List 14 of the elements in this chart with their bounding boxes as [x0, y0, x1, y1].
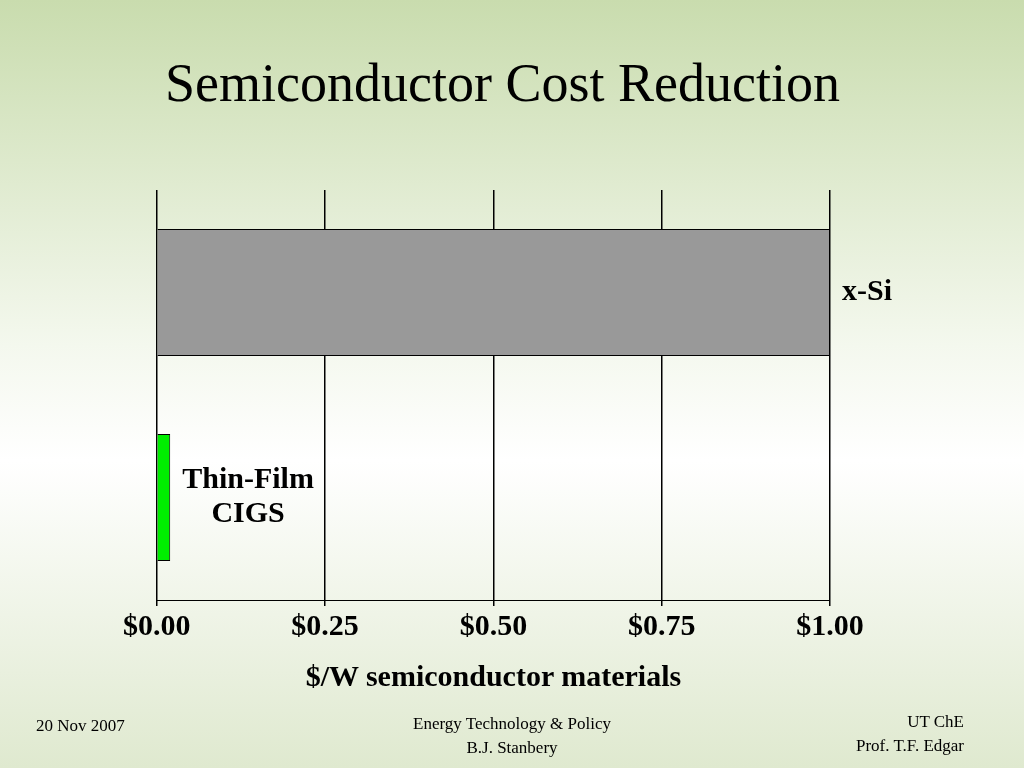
- x-tick-label: $0.00: [123, 607, 191, 641]
- y-tick-label: x-Si: [842, 273, 893, 307]
- x-tick-label: $0.25: [291, 607, 359, 641]
- text: B.J. Stanbery: [465, 737, 559, 759]
- text: UT ChE: [906, 711, 964, 733]
- chart-title: Semiconductor Cost Reduction: [165, 52, 840, 114]
- text: Prof. T.F. Edgar: [855, 735, 964, 757]
- y-tick-label: Thin-Film CIGS: [182, 461, 314, 529]
- x-tick-label: $1.00: [796, 607, 864, 641]
- x-tick-label: $0.50: [459, 607, 528, 641]
- text: Energy Technology & Policy: [412, 713, 612, 735]
- text: 20 Nov 2007: [36, 716, 125, 736]
- x-axis-title: $/W semiconductor materials: [305, 658, 682, 692]
- x-tick-label: $0.75: [627, 607, 696, 641]
